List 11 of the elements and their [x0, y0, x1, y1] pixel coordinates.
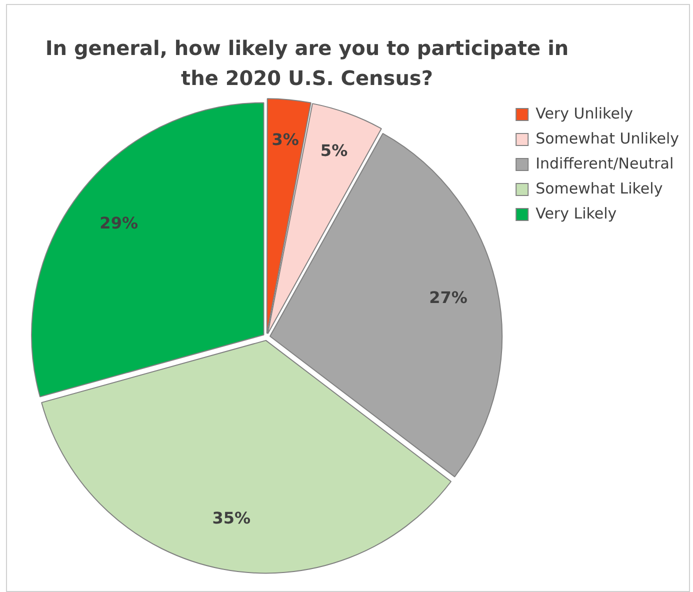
legend-label: Very Unlikely [536, 104, 634, 122]
legend-label: Indifferent/Neutral [536, 154, 674, 172]
legend-label: Somewhat Unlikely [536, 129, 680, 148]
chart-title: In general, how likely are you to participate in the 2020 U.S. Census? [44, 35, 570, 92]
data-label: 5% [320, 140, 348, 160]
data-label: 3% [272, 130, 299, 149]
data-label: 29% [100, 214, 138, 233]
legend-label: Somewhat Likely [536, 179, 663, 198]
data-label: 35% [212, 508, 251, 528]
data-label: 27% [429, 288, 468, 308]
legend-label: Very Likely [536, 204, 617, 222]
